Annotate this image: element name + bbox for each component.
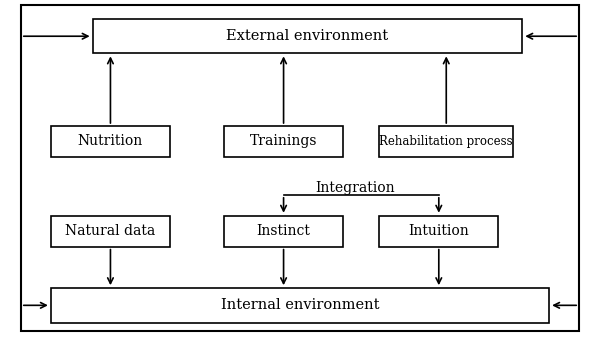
Text: Rehabilitation process: Rehabilitation process [380, 135, 513, 148]
FancyBboxPatch shape [51, 216, 170, 247]
FancyBboxPatch shape [51, 126, 170, 157]
FancyBboxPatch shape [224, 216, 343, 247]
FancyBboxPatch shape [51, 288, 549, 323]
Text: Nutrition: Nutrition [78, 135, 143, 148]
Text: Internal environment: Internal environment [221, 298, 379, 312]
FancyBboxPatch shape [93, 19, 522, 53]
Text: Trainings: Trainings [250, 135, 318, 148]
Text: Intuition: Intuition [408, 224, 469, 238]
FancyBboxPatch shape [379, 216, 498, 247]
Text: Natural data: Natural data [65, 224, 156, 238]
Text: External environment: External environment [226, 29, 389, 43]
Text: Integration: Integration [315, 181, 395, 195]
FancyBboxPatch shape [379, 126, 513, 157]
FancyBboxPatch shape [224, 126, 343, 157]
Text: Instinct: Instinct [257, 224, 310, 238]
